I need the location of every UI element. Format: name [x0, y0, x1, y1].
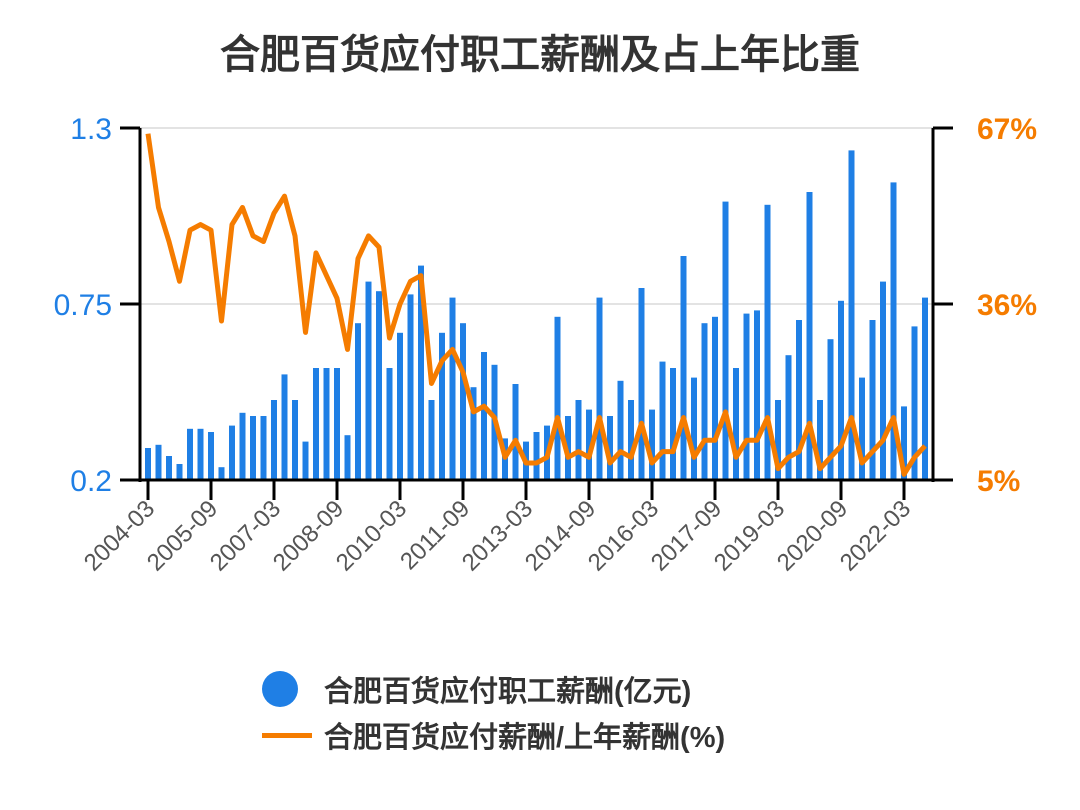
bar — [428, 400, 435, 480]
bar — [271, 400, 277, 480]
bar — [166, 456, 172, 480]
bar — [638, 288, 645, 480]
bar — [250, 416, 256, 480]
bar — [155, 444, 162, 480]
bar — [806, 192, 813, 480]
bar — [376, 291, 382, 480]
line-series — [145, 133, 927, 477]
right-tick-label: 36% — [977, 289, 1037, 322]
bar — [754, 310, 760, 480]
bar — [386, 368, 393, 480]
right-tick-label: 67% — [977, 113, 1037, 146]
bar — [922, 297, 928, 480]
bar — [722, 201, 729, 480]
left-tick-label: 0.2 — [70, 465, 112, 498]
bar — [481, 352, 487, 480]
bar — [302, 441, 309, 480]
bar — [659, 361, 666, 480]
bar — [323, 368, 330, 480]
chart-title: 合肥百货应付职工薪酬及占上年比重 — [220, 33, 860, 77]
bar — [712, 316, 718, 480]
bar — [292, 400, 298, 480]
bar — [208, 432, 214, 480]
bar — [344, 435, 351, 480]
bar — [407, 294, 414, 480]
bar — [334, 368, 340, 480]
x-tick-label: 2022-03 — [835, 495, 916, 576]
bar — [617, 380, 624, 480]
bar — [691, 377, 697, 480]
bar — [859, 377, 865, 480]
bar — [397, 332, 403, 480]
bar — [817, 400, 823, 480]
bar — [470, 387, 477, 480]
bar — [197, 428, 204, 480]
bar — [628, 400, 634, 480]
legend-item-bar[interactable]: 合肥百货应付职工薪酬(亿元) — [262, 668, 691, 710]
bar — [743, 313, 750, 480]
bar — [764, 204, 771, 481]
bar — [218, 467, 225, 480]
bar — [796, 320, 802, 480]
bar — [775, 400, 781, 480]
legend-label: 合肥百货应付职工薪酬(亿元) — [324, 676, 692, 708]
bar — [911, 326, 918, 480]
bar — [281, 374, 288, 480]
bar — [607, 416, 613, 480]
bar — [848, 150, 855, 480]
bar — [649, 409, 655, 480]
bar — [670, 368, 676, 480]
bar — [260, 416, 267, 480]
right-tick-label: 5% — [977, 465, 1020, 498]
bar — [880, 281, 886, 480]
bar — [449, 297, 456, 480]
bar — [838, 300, 844, 480]
bar — [680, 256, 687, 480]
bar — [869, 320, 876, 480]
legend-label: 合肥百货应付薪酬/上年薪酬(%) — [324, 722, 726, 754]
bar — [890, 182, 897, 480]
bar — [701, 323, 708, 480]
bar — [554, 316, 561, 480]
bar — [596, 297, 603, 480]
bar — [355, 323, 361, 480]
bar — [785, 355, 792, 480]
legend-circle-icon — [262, 671, 298, 707]
bar — [365, 281, 372, 480]
bar — [575, 400, 582, 480]
bar — [901, 406, 907, 480]
legend-line-icon — [262, 732, 312, 738]
bar — [586, 409, 592, 480]
left-tick-label: 1.3 — [70, 113, 112, 146]
bar — [145, 448, 151, 480]
x-tick-label: 2010-03 — [331, 495, 412, 576]
bar — [460, 323, 466, 480]
bar — [187, 428, 193, 480]
bar — [176, 464, 183, 480]
bar — [418, 265, 424, 480]
bar — [533, 432, 540, 480]
bar — [439, 332, 445, 480]
bar — [512, 384, 519, 480]
bar — [733, 368, 739, 480]
legend-item-line[interactable]: 合肥百货应付薪酬/上年薪酬(%) — [262, 714, 725, 756]
bar — [229, 425, 235, 480]
bar — [827, 339, 834, 480]
bar — [313, 368, 319, 480]
left-tick-label: 0.75 — [54, 289, 112, 322]
bar — [239, 412, 246, 480]
